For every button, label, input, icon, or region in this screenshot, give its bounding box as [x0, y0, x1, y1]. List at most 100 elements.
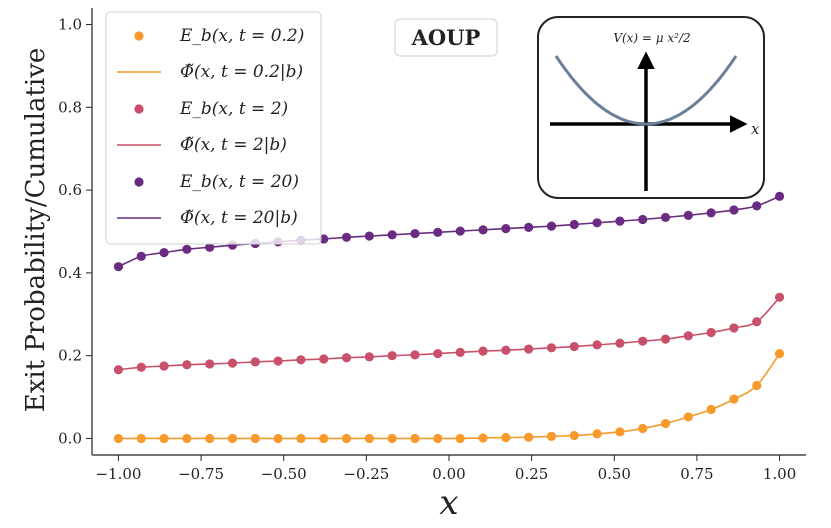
series-0-point	[433, 433, 443, 444]
y-tick-label: 0.4	[58, 264, 82, 282]
series-1-point	[364, 352, 374, 362]
series-layer	[113, 191, 785, 444]
y-tick-label: 0.8	[58, 98, 82, 116]
series-2-point	[683, 210, 693, 220]
series-1-point	[729, 323, 739, 333]
series-0-point	[136, 433, 146, 444]
series-1-point	[592, 340, 602, 350]
inset-x-label: x	[751, 120, 760, 138]
series-1-point	[455, 347, 465, 357]
x-tick-label: 0.00	[432, 465, 465, 483]
series-2-point	[341, 232, 352, 242]
series-0-point	[774, 348, 785, 359]
series-0-point	[478, 433, 488, 443]
series-1-point	[113, 365, 124, 375]
legend-label: E_b(x, t = 2)	[179, 99, 288, 119]
series-2-point	[410, 228, 420, 239]
x-tick-label: −0.50	[261, 465, 307, 483]
series-2-point	[478, 225, 488, 235]
series-0-point	[364, 433, 374, 444]
y-tick-label: 0.2	[58, 347, 82, 365]
series-1-point	[569, 341, 579, 352]
series-0-point	[182, 433, 192, 444]
series-2-point	[615, 216, 625, 226]
series-1-point	[227, 358, 238, 368]
series-2-point	[546, 221, 557, 231]
series-0-point	[159, 433, 169, 444]
inset-potential-curve	[554, 55, 738, 126]
series-1-point	[524, 344, 534, 354]
x-tick-label: 0.75	[680, 465, 713, 483]
series-1-point	[273, 356, 283, 366]
series-0-point	[752, 380, 762, 391]
series-1-point	[478, 346, 488, 356]
legend-label: E_b(x, t = 0.2)	[179, 26, 304, 46]
y-axis-label: Exit Probability/Cumulative	[21, 48, 51, 413]
series-2-point	[433, 227, 443, 237]
series-2-point	[569, 219, 579, 230]
y-tick-label: 0.6	[58, 181, 82, 199]
series-1-point	[706, 327, 716, 338]
series-2-point	[455, 226, 465, 236]
inset-box	[537, 16, 765, 199]
series-1-point	[501, 345, 511, 355]
series-2-point	[136, 251, 146, 261]
series-2-point	[387, 230, 397, 240]
series-0-point	[706, 404, 716, 415]
legend-marker-0	[134, 31, 144, 41]
series-1-point	[205, 359, 215, 369]
legend-box	[105, 11, 322, 245]
series-0-point	[729, 394, 739, 404]
series-1-point	[683, 331, 693, 341]
series-0-point	[205, 433, 215, 444]
series-1-point	[615, 338, 625, 348]
series-1-point	[752, 317, 762, 327]
series-1-point	[660, 334, 671, 344]
aoup-badge: AOUP	[394, 18, 498, 57]
y-tick-label: 0.0	[58, 429, 82, 447]
series-2-point	[524, 222, 534, 232]
series-2-point	[752, 201, 762, 211]
series-0-point	[592, 429, 602, 439]
legend-label: E_b(x, t = 20)	[179, 172, 299, 192]
series-1-point	[774, 292, 785, 302]
series-2-point	[364, 231, 374, 241]
x-tick-label: −1.00	[95, 465, 141, 483]
series-0-point	[660, 418, 671, 429]
series-1-point	[296, 355, 306, 365]
series-2-point	[592, 218, 602, 228]
legend: E_b(x, t = 0.2) Φ̃(x, t = 0.2|b) E_b(x, t …	[105, 11, 322, 245]
legend-label: Φ̃(x, t = 0.2|b)	[180, 62, 303, 82]
series-0-point	[341, 433, 352, 444]
series-2-point	[182, 244, 192, 254]
series-1-point	[182, 360, 192, 370]
series-0-point	[387, 433, 397, 444]
series-0-point	[501, 433, 511, 443]
series-1-point	[319, 354, 329, 364]
legend-marker-2	[134, 177, 144, 187]
y-tick-label: 1.0	[58, 16, 82, 34]
x-tick-label: −0.75	[178, 465, 224, 483]
axis-ticks: −1.00 −0.75 −0.50 −0.25 0.00 0.25 0.50 0.75 1.00…	[58, 16, 796, 483]
series-1-point	[638, 336, 648, 346]
series-0-line	[118, 353, 781, 440]
series-0-point	[524, 432, 534, 442]
legend-label: Φ̃(x, t = 2|b)	[180, 135, 287, 155]
x-tick-label: −0.25	[343, 465, 389, 483]
series-2-point	[729, 205, 739, 215]
series-1-line	[118, 296, 781, 371]
aoup-badge-box	[394, 18, 498, 57]
series-0-point	[683, 412, 693, 422]
series-0-point	[113, 433, 124, 444]
series-1-point	[546, 343, 557, 353]
x-axis-label: x	[439, 483, 458, 523]
series-1-point	[250, 357, 260, 367]
series-1-point	[159, 361, 169, 371]
series-0-point	[410, 433, 420, 444]
series-0-point	[546, 431, 557, 441]
potential-inset: V(x) = μ x²/2 x	[537, 16, 765, 199]
series-1-point	[341, 353, 352, 363]
series-0-point	[250, 433, 260, 444]
x-tick-label: 1.00	[763, 465, 796, 483]
